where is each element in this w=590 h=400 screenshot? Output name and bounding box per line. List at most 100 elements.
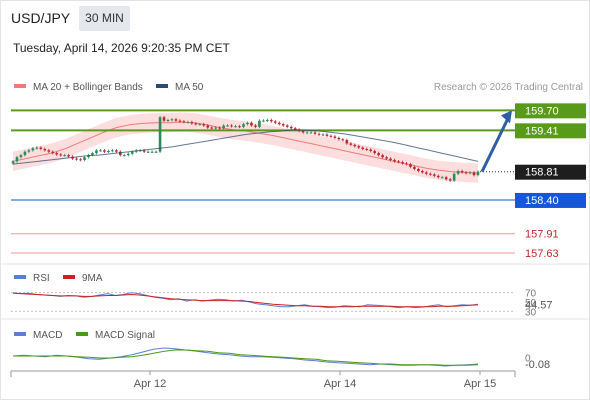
candle-body: [321, 134, 325, 136]
rsi-legend: RSI 9MA: [14, 273, 103, 284]
forecast-arrow: [480, 110, 512, 173]
candle-body: [262, 120, 265, 122]
ma50-line: [12, 129, 479, 165]
support-label-2: 157.63: [525, 248, 559, 260]
candle-body: [55, 153, 59, 155]
macd-signal-line: [13, 349, 479, 366]
rsi-ma-line: [12, 292, 479, 308]
candle-body: [317, 133, 321, 135]
candle-body: [230, 125, 233, 127]
candle-body: [15, 157, 19, 162]
forecast-arrow-head: [501, 110, 512, 124]
candle-body: [365, 148, 369, 150]
x-tick-label: Apr 14: [324, 378, 356, 390]
candle-body: [186, 122, 190, 124]
candle-body: [67, 155, 70, 157]
candle-body: [242, 124, 245, 127]
resistance-label-1: 159.70: [525, 105, 559, 117]
candle-body: [99, 150, 102, 152]
candle-body: [11, 161, 15, 164]
candle-body: [432, 174, 436, 176]
candle-body: [337, 137, 341, 140]
candle-body: [313, 132, 317, 134]
candle-body: [444, 177, 448, 180]
candle-body: [448, 179, 452, 181]
candle-body: [266, 119, 269, 121]
candle-body: [111, 150, 114, 152]
candle-body: [373, 151, 376, 154]
candle-body: [309, 132, 313, 134]
x-tick-label: Apr 12: [134, 378, 166, 390]
rsi-legend-label: RSI: [33, 273, 50, 284]
candle-body: [178, 120, 182, 122]
moving-averages: [12, 129, 479, 165]
candle-body: [95, 150, 98, 154]
candle-body: [119, 151, 122, 156]
bollinger-bands: [12, 112, 479, 183]
candle-body: [397, 161, 400, 163]
candle-body: [154, 151, 158, 153]
forecast-arrow-shaft: [480, 115, 511, 173]
candle-body: [222, 125, 225, 129]
candle-body: [130, 151, 134, 154]
candle-body: [47, 150, 51, 152]
candle-body: [115, 150, 118, 152]
symbol-title: USD/JPY: [11, 10, 71, 26]
candle-body: [385, 157, 388, 159]
candle-body: [436, 175, 440, 178]
candle-body: [107, 151, 110, 153]
candle-body: [39, 147, 43, 149]
rsi-ma-legend-swatch: [63, 275, 75, 279]
candle-body: [381, 155, 384, 158]
candle-body: [103, 150, 106, 152]
candle-body: [182, 121, 186, 123]
candle-body: [206, 125, 210, 128]
candle-body: [389, 158, 392, 160]
rsi-current-value: 44.57: [525, 300, 553, 312]
candle-body: [218, 127, 221, 129]
candle-body: [456, 171, 460, 174]
macd-legend-label: MACD: [33, 330, 62, 341]
bollinger-band-area: [13, 112, 478, 183]
x-axis: Apr 12 Apr 14 Apr 15: [10, 370, 516, 390]
candle-body: [452, 173, 456, 181]
candle-body: [353, 144, 357, 147]
macd-legend: MACD MACD Signal: [14, 330, 155, 341]
candle-body: [293, 128, 297, 130]
candle-body: [277, 122, 281, 125]
candle-body: [210, 127, 214, 129]
candle-body: [91, 153, 94, 156]
candle-body: [31, 148, 35, 151]
rsi-tick-50: 50: [525, 298, 537, 309]
current-price-label: 158.81: [525, 167, 559, 179]
candle-body: [194, 123, 198, 125]
candle-body: [285, 125, 289, 127]
macd-tick-0: 0: [525, 354, 531, 365]
resistance-tag-2: [515, 123, 586, 139]
candle-body: [226, 125, 229, 127]
candle-body: [166, 119, 170, 121]
candle-body: [87, 155, 90, 158]
candle-body: [325, 134, 329, 136]
candle-body: [234, 126, 237, 128]
candle-body: [421, 171, 424, 173]
timeframe-button[interactable]: 30 MIN: [79, 6, 130, 31]
candle-body: [150, 151, 154, 153]
candle-body: [417, 168, 420, 172]
candle-body: [413, 166, 416, 169]
candle-body: [270, 119, 273, 122]
candle-body: [476, 171, 480, 176]
resistance-label-2: 159.41: [525, 125, 559, 137]
copyright-label: Research © 2026 Trading Central: [434, 82, 583, 93]
ma50-legend-swatch: [156, 84, 168, 88]
candle-body: [146, 151, 150, 153]
candle-body: [43, 148, 47, 151]
candle-body: [162, 117, 166, 121]
candle-body: [126, 153, 130, 156]
candle-body: [401, 162, 404, 164]
candle-body: [472, 172, 476, 176]
pivot-tag: [515, 192, 586, 208]
rsi-legend-swatch: [14, 275, 26, 279]
